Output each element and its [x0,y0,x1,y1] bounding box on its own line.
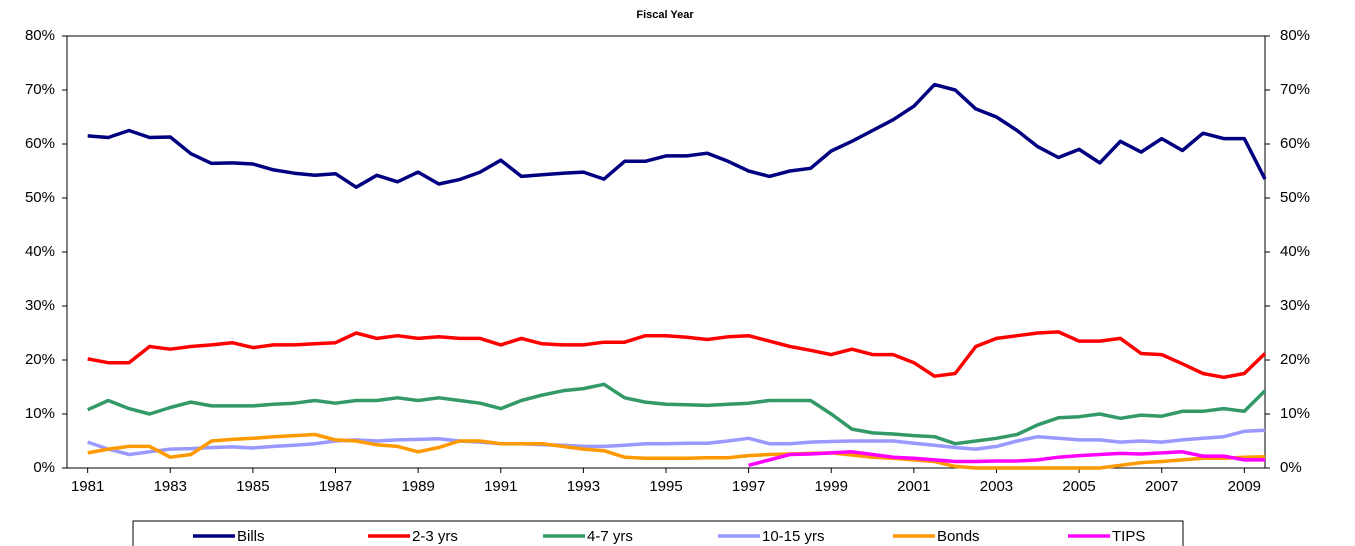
y2-tick-label: 80% [1280,27,1310,44]
x-tick-label: 1985 [236,478,269,495]
legend-box [132,520,1184,546]
y-tick-label: 20% [25,351,55,368]
x-tick-label: 1995 [649,478,682,495]
y-tick-label: 60% [25,135,55,152]
y-tick-label: 80% [25,27,55,44]
y2-tick-label: 0% [1280,459,1302,476]
y2-tick-label: 60% [1280,135,1310,152]
y2-tick-label: 70% [1280,81,1310,98]
x-tick-label: 2007 [1145,478,1178,495]
legend-label: 2-3 yrs [412,528,458,545]
y2-tick-label: 40% [1280,243,1310,260]
series-line [87,330,1267,380]
y-tick-label: 30% [25,297,55,314]
legend-label: TIPS [1112,528,1145,545]
series-line [86,382,1267,446]
x-tick-label: 1983 [154,478,187,495]
legend-label: 4-7 yrs [587,528,633,545]
chart-title: Fiscal Year [636,9,694,21]
x-tick-label: 1991 [484,478,517,495]
series-line [87,432,1266,470]
y-tick-label: 10% [25,405,55,422]
y2-tick-label: 10% [1280,405,1310,422]
y2-tick-label: 50% [1280,189,1310,206]
y2-tick-label: 20% [1280,351,1310,368]
series-line [748,450,1265,467]
legend-label: Bonds [937,528,980,545]
x-tick-label: 1981 [71,478,104,495]
y-tick-label: 40% [25,243,55,260]
x-tick-label: 1993 [567,478,600,495]
x-tick-label: 2001 [897,478,930,495]
x-tick-label: 2005 [1062,478,1095,495]
x-tick-label: 2003 [980,478,1013,495]
y2-tick-label: 30% [1280,297,1310,314]
x-tick-label: 2009 [1228,478,1261,495]
y-tick-label: 0% [33,459,55,476]
series-line [87,428,1266,457]
x-tick-label: 1989 [401,478,434,495]
y-tick-label: 70% [25,81,55,98]
legend-label: 10-15 yrs [762,528,825,545]
legend-label: Bills [237,528,265,545]
x-tick-label: 1999 [815,478,848,495]
y-tick-label: 50% [25,189,55,206]
x-tick-label: 1987 [319,478,352,495]
x-tick-label: 1997 [732,478,765,495]
series-line [87,82,1267,189]
